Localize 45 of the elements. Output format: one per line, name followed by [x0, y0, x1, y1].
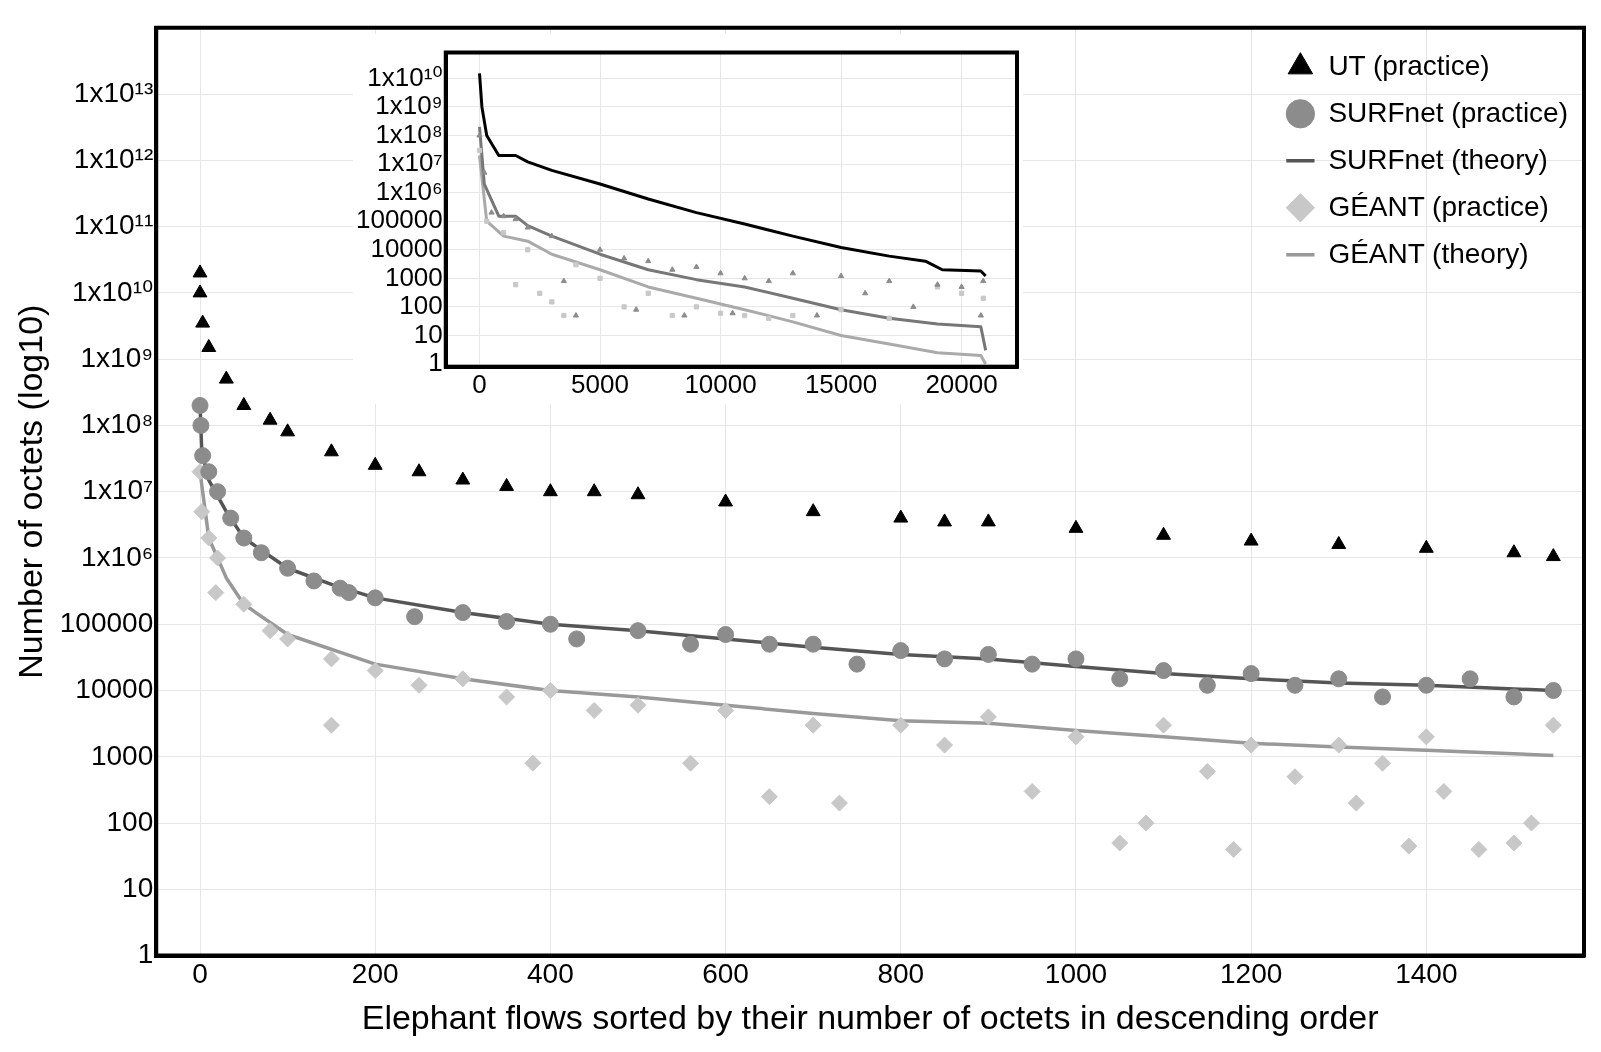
y-tick-label: 1	[428, 347, 443, 378]
x-tick-label: 5000	[571, 368, 629, 399]
y-tick-label: 1x10⁸	[80, 408, 154, 440]
legend-label: GÉANT (theory)	[1328, 237, 1529, 269]
x-tick-label: 800	[877, 958, 925, 990]
y-tick-label: 10	[413, 318, 443, 349]
y-tick-label: 100000	[355, 204, 443, 235]
y-tick-label: 1x10⁶	[375, 175, 443, 206]
x-tick-label: 1200	[1220, 958, 1283, 990]
legend-label: SURFnet (practice)	[1328, 96, 1569, 128]
y-tick-label: 100	[399, 290, 443, 321]
legend-label: GÉANT (practice)	[1328, 190, 1549, 222]
y-tick-label: 100	[106, 805, 154, 837]
y-tick-label: 1x10⁷	[376, 147, 443, 178]
y-tick-label: 1x10⁹	[375, 90, 443, 121]
y-tick-label: 10	[122, 872, 154, 904]
x-tick-label: 20000	[925, 368, 998, 399]
x-tick-label: 600	[702, 958, 749, 990]
x-tick-label: 0	[192, 958, 208, 990]
y-tick-label: 10000	[75, 673, 154, 705]
x-tick-label: 0	[472, 368, 487, 399]
y-tick-label: 1x10⁶	[80, 540, 154, 572]
y-tick-label: 1x10⁸	[375, 118, 443, 149]
y-tick-label: 1x10⁹	[80, 341, 154, 373]
y-tick-label: 1x10¹³	[73, 76, 154, 108]
x-tick-label: 200	[351, 958, 399, 990]
x-axis-title: Elephant flows sorted by their number of octets in descending order	[361, 997, 1379, 1036]
y-tick-label: 100000	[59, 606, 154, 638]
y-tick-label: 1000	[384, 261, 443, 292]
x-tick-label: 1400	[1395, 958, 1458, 990]
y-tick-label: 1	[137, 938, 154, 970]
y-tick-label: 1x10¹⁰	[367, 61, 443, 92]
legend-label: UT (practice)	[1328, 49, 1490, 81]
x-tick-label: 400	[527, 958, 574, 990]
y-tick-label: 1000	[90, 739, 154, 771]
y-tick-label: 1x10¹⁰	[71, 275, 154, 307]
y-tick-label: 1x10¹¹	[73, 209, 154, 241]
y-tick-label: 1x10¹²	[73, 143, 154, 175]
legend-label: SURFnet (theory)	[1328, 143, 1548, 175]
x-tick-label: 10000	[684, 368, 757, 399]
y-tick-label: 1x10⁷	[82, 474, 154, 506]
y-tick-label: 10000	[370, 232, 443, 263]
x-tick-label: 15000	[804, 368, 878, 399]
x-tick-label: 1000	[1044, 958, 1108, 990]
y-axis-title: Number of octets (log10)	[10, 304, 49, 679]
